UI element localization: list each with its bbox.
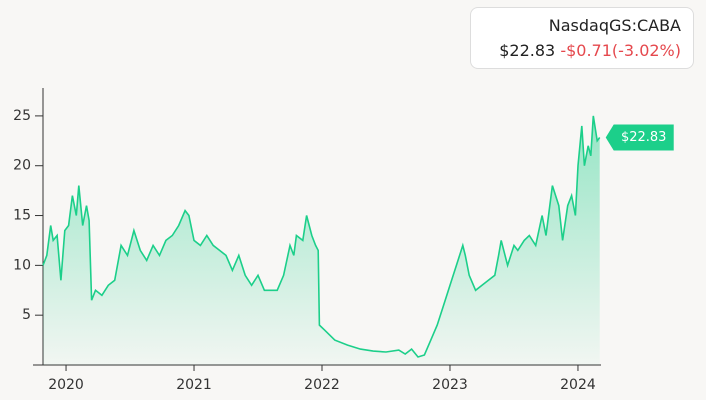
y-tick-label: 5 — [22, 307, 31, 323]
x-tick-label: 2023 — [432, 377, 468, 393]
price-line — [42, 115, 601, 358]
price-line: $22.83 -$0.71(-3.02%) — [483, 41, 681, 60]
x-tick-label: 2021 — [176, 377, 212, 393]
x-tick-label: 2024 — [560, 377, 596, 393]
y-tick-label: 15 — [13, 208, 31, 224]
price-tag — [605, 124, 674, 151]
area — [43, 115, 600, 366]
price-tag-label: $22.83 — [621, 130, 667, 145]
y-tick-label: 20 — [13, 158, 31, 174]
ticker-box: NasdaqGS:CABA $22.83 -$0.71(-3.02%) — [470, 7, 694, 69]
x-tick-label: 2022 — [304, 377, 340, 393]
ticker: NasdaqGS:CABA — [548, 16, 681, 35]
y-tick-label: 25 — [13, 108, 31, 124]
x-tick-label: 2020 — [48, 377, 84, 393]
change: -$0.71(-3.02%) — [560, 41, 681, 60]
y-tick-label: 10 — [13, 257, 31, 273]
price: $22.83 — [499, 41, 556, 60]
